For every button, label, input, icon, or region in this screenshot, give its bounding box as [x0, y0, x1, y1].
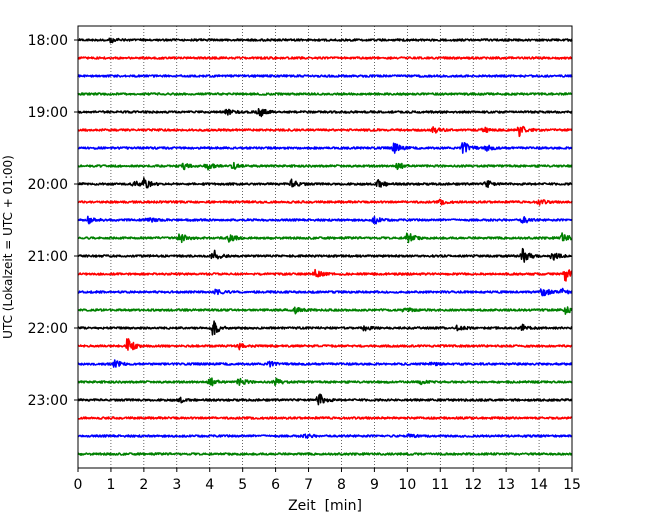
trace-row-1830 [77, 74, 573, 78]
trace-row-1915 [77, 125, 573, 138]
y-tick-label: 22:00 [28, 321, 68, 337]
trace-row-2130 [77, 287, 573, 297]
plot-frame [77, 25, 573, 469]
trace-row-2045 [77, 232, 573, 244]
trace-row-2300 [77, 393, 573, 406]
x-tick-label: 8 [337, 477, 346, 493]
y-axis: 18:00 19:00 20:00 21:00 22:00 23:00 [28, 33, 78, 409]
x-tick-label: 13 [497, 477, 515, 493]
trace-row-2145 [77, 306, 573, 315]
plot-background [78, 26, 572, 468]
x-tick-label: 6 [271, 477, 280, 493]
trace-row-1945 [77, 161, 573, 171]
trace-row-2330 [77, 433, 573, 439]
trace-row-1800 [77, 37, 573, 44]
y-tick-label: 23:00 [28, 393, 68, 409]
x-tick-label: 2 [139, 477, 148, 493]
trace-row-2000 [77, 177, 573, 189]
trace-row-2315 [77, 416, 573, 420]
x-axis-title: Zeit [min] [288, 498, 362, 514]
x-tick-label: 3 [172, 477, 181, 493]
trace-row-2230 [77, 359, 573, 368]
x-tick-label: 15 [563, 477, 581, 493]
x-tick-label: 4 [205, 477, 214, 493]
x-tick-label: 11 [431, 477, 449, 493]
x-axis: 0 1 2 3 4 5 6 7 8 9 10 11 12 13 14 15 [74, 468, 581, 493]
y-tick-label: 21:00 [28, 249, 68, 265]
y-tick-label: 20:00 [28, 177, 68, 193]
trace-row-2015 [77, 198, 573, 206]
trace-row-1815 [77, 56, 573, 60]
x-tick-label: 0 [74, 477, 83, 493]
x-tick-label: 12 [464, 477, 482, 493]
x-tick-label: 7 [304, 477, 313, 493]
trace-row-1845 [77, 92, 573, 96]
x-tick-label: 10 [398, 477, 416, 493]
trace-row-2215 [77, 338, 573, 351]
x-tick-label: 1 [106, 477, 115, 493]
trace-row-1900 [77, 108, 573, 118]
trace-row-1930 [77, 141, 573, 154]
trace-rows [77, 37, 573, 456]
y-tick-label: 19:00 [28, 105, 68, 121]
x-tick-label: 5 [238, 477, 247, 493]
x-tick-label: 14 [530, 477, 548, 493]
trace-row-2200 [77, 320, 573, 336]
trace-row-2100 [77, 247, 573, 263]
trace-row-2115 [77, 268, 573, 282]
y-tick-label: 18:00 [28, 33, 68, 49]
y-axis-title: UTC (Lokalzeit = UTC + 01:00) [1, 155, 15, 339]
trace-row-2030 [77, 215, 573, 225]
x-tick-label: 9 [370, 477, 379, 493]
trace-row-2245 [77, 377, 573, 387]
trace-row-2345 [77, 452, 573, 456]
